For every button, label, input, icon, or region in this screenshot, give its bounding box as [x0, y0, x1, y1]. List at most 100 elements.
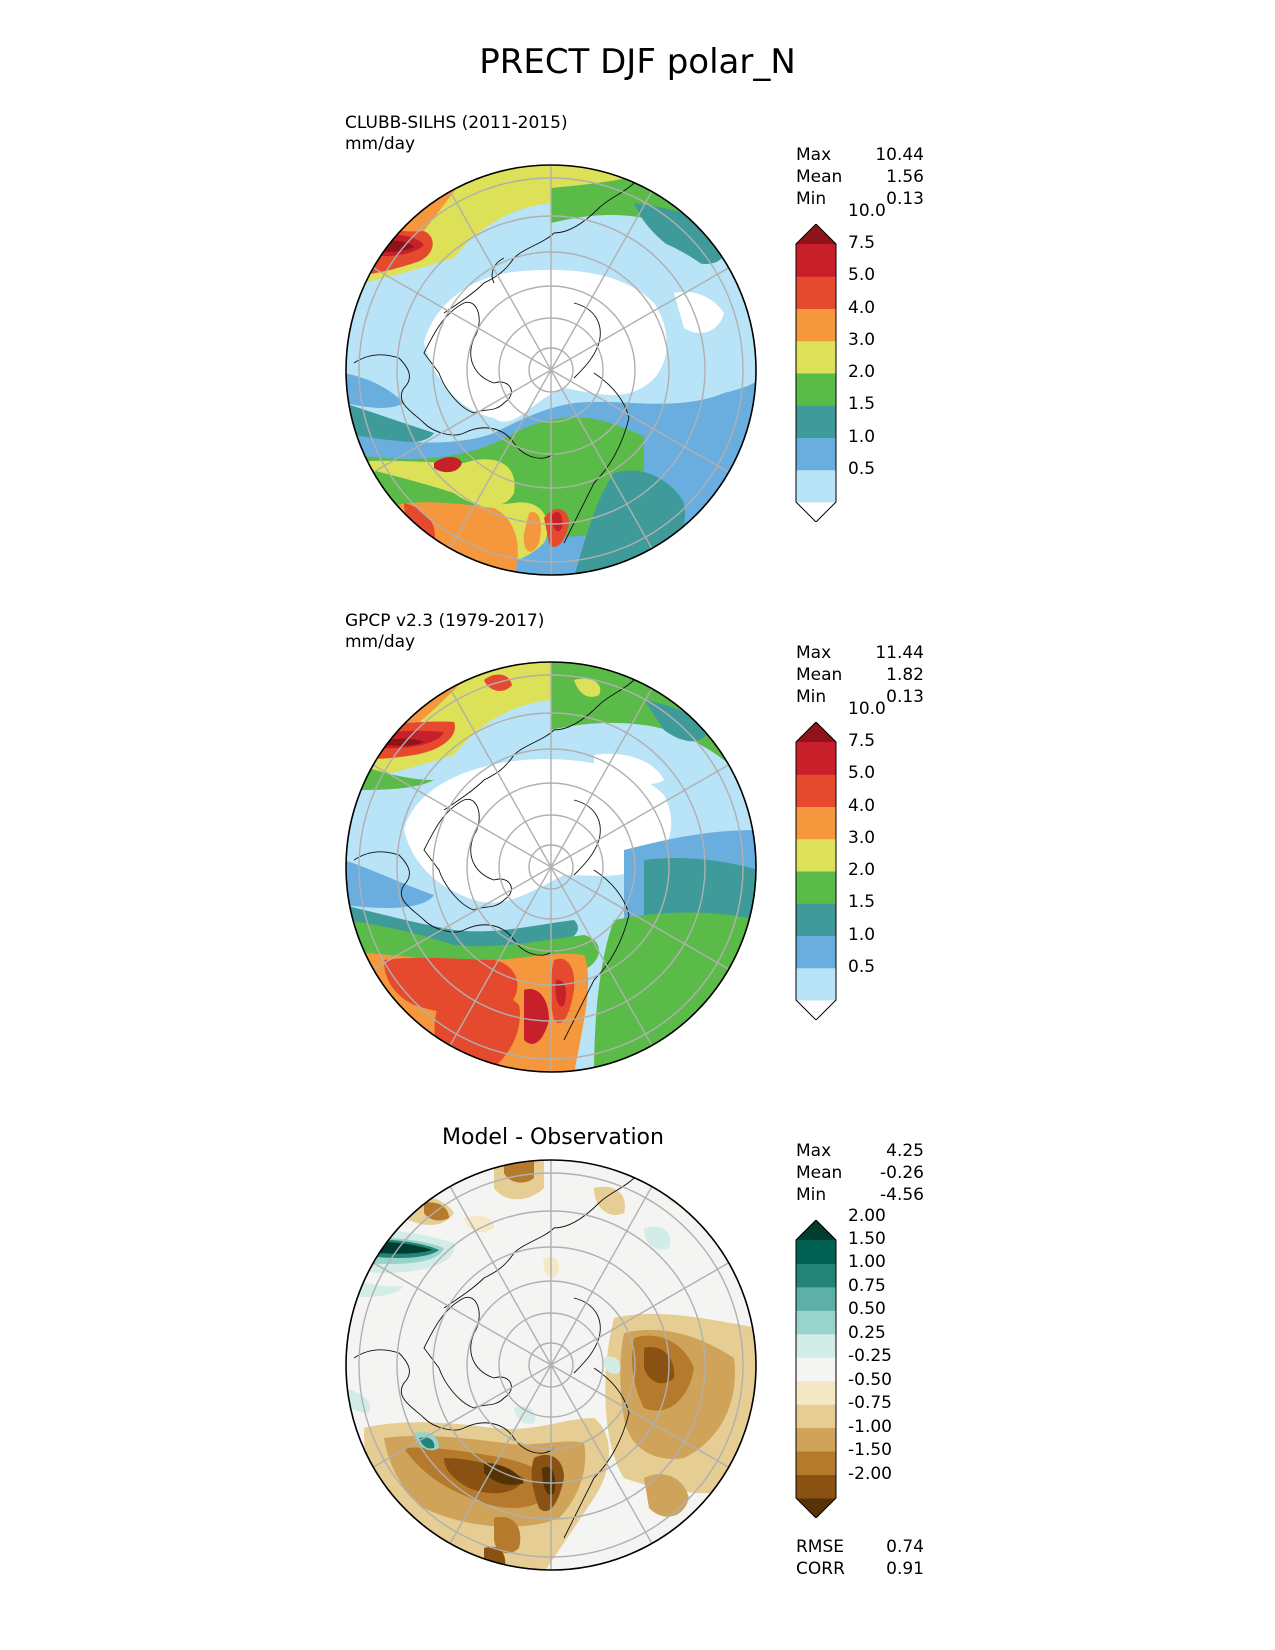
metric-label: RMSE	[796, 1537, 845, 1557]
colorbar-segment	[796, 871, 836, 904]
colorbar-tick-label: -0.75	[848, 1393, 892, 1414]
precip-region	[555, 979, 567, 1007]
precip-region	[594, 912, 756, 1072]
colorbar-tick-label: 4.0	[848, 795, 876, 816]
colorbar-tick-label: 1.50	[848, 1229, 886, 1249]
colorbar-outline	[795, 224, 837, 522]
colorbar-tick-label: 2.0	[848, 362, 876, 382]
diff-region	[542, 1466, 556, 1496]
colorbar-segment	[796, 1357, 836, 1382]
precip-region	[434, 457, 462, 473]
colorbar-segment	[796, 1263, 836, 1288]
colorbar-extend-high	[796, 1220, 836, 1240]
colorbar-tick-label: -2.00	[848, 1463, 892, 1484]
precip-region	[552, 511, 563, 532]
precip-region	[346, 459, 515, 507]
precip-region	[674, 291, 724, 333]
metric-label: CORR	[796, 1559, 845, 1579]
precip-region	[346, 860, 434, 908]
panel-2-colorbar	[795, 722, 837, 1020]
stat-value: 11.44	[875, 643, 924, 663]
colorbar-tick-label: -0.50	[848, 1369, 892, 1390]
colorbar-segment	[796, 806, 836, 840]
colorbar-tick-label: -1.50	[848, 1440, 892, 1461]
precip-region	[424, 269, 667, 422]
panel-1-title: CLUBB-SILHS (2011-2015)	[345, 113, 568, 133]
colorbar-tick-label: 0.50	[848, 1299, 886, 1320]
panel-1-title-block: CLUBB-SILHS (2011-2015) mm/day	[345, 113, 568, 155]
panel-2-stats: Max 11.44 Mean 1.82 Min 0.13	[796, 642, 924, 708]
colorbar-segment	[796, 1404, 836, 1429]
diff-region	[644, 1226, 671, 1250]
stat-label: Min	[796, 189, 827, 209]
colorbar-segment	[796, 1333, 836, 1358]
precip-region	[524, 989, 549, 1044]
stat-value: 1.82	[886, 665, 924, 685]
colorbar-tick-label: 2.0	[848, 860, 876, 880]
stat-value: 0.13	[886, 687, 924, 707]
colorbar-tick-label: 0.5	[848, 458, 876, 479]
panel-2-units: mm/day	[345, 632, 416, 652]
colorbar-tick-label: 2.00	[848, 1205, 886, 1226]
precip-region	[634, 203, 727, 264]
panel-2-title: GPCP v2.3 (1979-2017)	[345, 611, 545, 631]
colorbar-segment	[796, 774, 836, 807]
diff-region	[419, 1437, 435, 1449]
colorbar-segment	[796, 1451, 836, 1476]
colorbar-outline	[795, 722, 837, 1020]
stat-label: Mean	[796, 167, 843, 187]
colorbar-segment	[796, 742, 836, 775]
diff-region	[464, 1216, 494, 1233]
diff-region	[444, 1458, 524, 1494]
metric-value: 0.74	[886, 1537, 924, 1557]
colorbar-tick-label: 1.0	[848, 924, 876, 945]
stat-label: Max	[796, 1141, 832, 1161]
colorbar-extend-low	[796, 502, 836, 522]
stat-value: -0.26	[880, 1163, 924, 1183]
colorbar-tick-label: 1.00	[848, 1252, 886, 1273]
precip-region	[464, 231, 724, 284]
diff-region	[494, 1517, 521, 1554]
graticule	[346, 1160, 756, 1570]
colorbar-segment	[796, 373, 836, 406]
stat-label: Min	[796, 687, 827, 707]
panel-1-stats: Max 10.44 Mean 1.56 Min 0.13	[796, 144, 924, 210]
colorbar-tick-label: 5.0	[848, 265, 876, 286]
coastlines	[353, 679, 635, 1041]
colorbar-tick-label: 3.0	[848, 827, 876, 848]
panel-3-stats: Max 4.25 Mean -0.26 Min -4.56	[796, 1140, 924, 1206]
precip-region	[384, 738, 424, 746]
colorbar-outline	[795, 1220, 837, 1518]
colorbar-tick-label: 0.75	[848, 1275, 886, 1296]
colorbar-segment	[796, 1240, 836, 1264]
panel-1-units: mm/day	[345, 134, 416, 154]
colorbar-segment	[796, 469, 836, 503]
diff-region	[644, 1474, 689, 1517]
colorbar-segment	[796, 276, 836, 309]
panel-3-title: Model - Observation	[442, 1125, 664, 1150]
colorbar-tick-label: 1.0	[848, 426, 876, 447]
colorbar-tick-label: 0.5	[848, 956, 876, 977]
colorbar-tick-label: 1.5	[848, 394, 876, 415]
graticule	[346, 165, 756, 575]
stat-value: 1.56	[886, 167, 924, 187]
panel-3-map	[345, 1159, 757, 1571]
panel-2-map	[345, 661, 757, 1073]
precip-region	[346, 403, 434, 443]
colorbar-segment	[796, 437, 836, 471]
colorbar-tick-label: 10.0	[848, 200, 886, 221]
colorbar-tick-label: -0.25	[848, 1346, 892, 1367]
stat-value: 10.44	[875, 145, 924, 165]
figure-title: PRECT DJF polar_N	[479, 42, 796, 82]
diff-region	[644, 1347, 675, 1384]
colorbar-segment	[796, 405, 836, 438]
colorbar-tick-label: -1.00	[848, 1416, 892, 1437]
stat-label: Mean	[796, 1163, 843, 1183]
colorbar-segment	[796, 340, 836, 374]
panel-2-title-block: GPCP v2.3 (1979-2017) mm/day	[345, 611, 544, 653]
colorbar-segment	[796, 903, 836, 936]
stat-value: -4.56	[880, 1185, 924, 1205]
panel-1-colorbar	[795, 224, 837, 522]
colorbar-extend-low	[796, 1000, 836, 1020]
colorbar-segment	[796, 244, 836, 277]
